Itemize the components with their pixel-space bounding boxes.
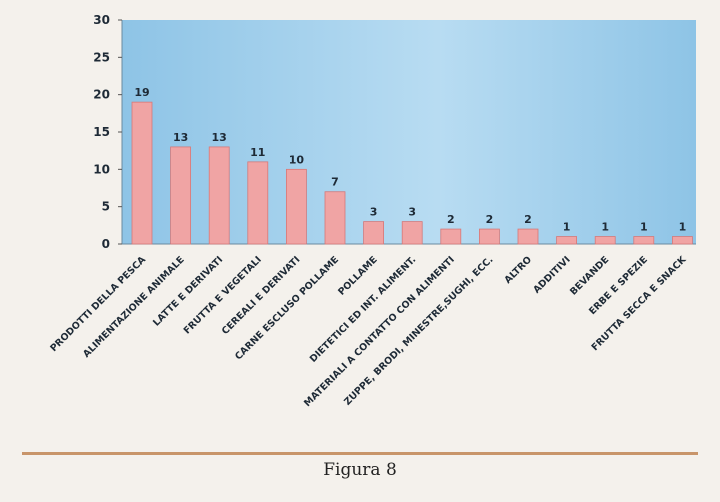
bar-value-label: 2: [524, 213, 532, 226]
x-tick-label: LATTE E DERIVATI: [151, 254, 225, 328]
bar: [170, 146, 192, 245]
x-tick-label: CEREALI E DERIVATI: [220, 254, 303, 337]
bar-value-label: 10: [289, 153, 305, 166]
y-tick-label: 20: [93, 88, 110, 102]
bar: [131, 101, 153, 245]
bar: [401, 221, 423, 245]
bar-value-label: 13: [173, 131, 188, 144]
bar: [285, 168, 307, 245]
bar-value-label: 1: [601, 221, 609, 234]
x-tick-label: ZUPPE, BRODI, MINESTRE,SUGHI, ECC.: [342, 254, 495, 407]
bar-value-label: 3: [408, 206, 416, 219]
bar-value-label: 1: [640, 221, 648, 234]
bar: [247, 161, 269, 245]
bar-value-label: 19: [134, 86, 149, 99]
bar-value-label: 1: [679, 221, 687, 234]
bar: [672, 236, 693, 245]
bar: [324, 191, 346, 245]
bar: [594, 236, 616, 245]
bar-value-label: 1: [563, 221, 571, 234]
y-tick-label: 10: [93, 162, 110, 176]
bar: [633, 236, 655, 245]
y-tick-label: 0: [102, 237, 110, 251]
y-tick-label: 5: [102, 200, 110, 214]
bar: [440, 228, 462, 245]
bar-value-label: 3: [370, 206, 378, 219]
bar-value-label: 2: [486, 213, 494, 226]
caption-divider: [22, 452, 698, 455]
y-tick-label: 30: [93, 13, 110, 27]
bar: [363, 221, 385, 245]
bar-value-label: 11: [250, 146, 265, 159]
x-tick-label: ALTRO: [503, 254, 535, 286]
bar-value-label: 13: [212, 131, 227, 144]
y-tick-label: 15: [93, 125, 110, 139]
bar: [208, 146, 230, 245]
bar: [517, 228, 539, 245]
bar: [556, 236, 577, 245]
bar-value-label: 2: [447, 213, 455, 226]
y-tick-label: 25: [93, 50, 110, 64]
bar: [478, 228, 500, 245]
figure-caption: Figura 8: [323, 460, 397, 480]
bar-value-label: 7: [331, 176, 339, 189]
x-tick-label: ADDITIVI: [531, 254, 572, 295]
x-tick-label: FRUTTA E VEGETALI: [182, 254, 264, 336]
